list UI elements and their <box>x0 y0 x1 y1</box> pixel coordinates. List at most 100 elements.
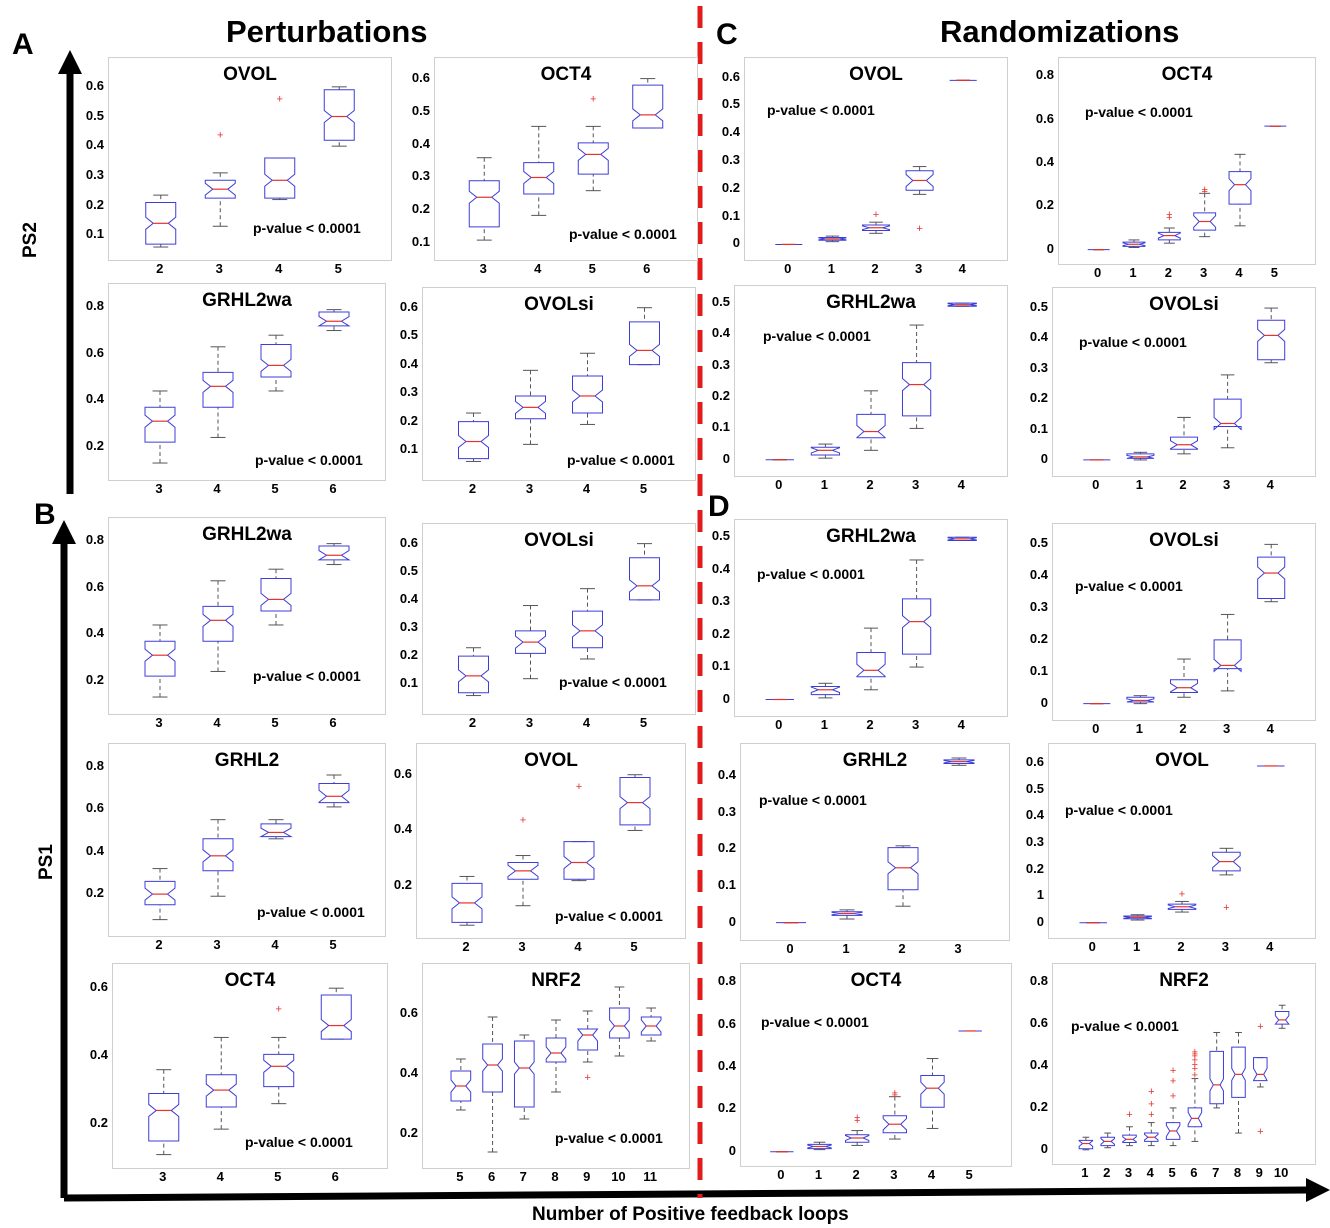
y-tick-label: 0.2 <box>1029 630 1048 646</box>
chart-title: GRHL2wa <box>826 292 916 313</box>
box-body <box>320 994 352 1040</box>
y-tick-label: 0.3 <box>411 168 430 184</box>
box-4 <box>202 580 234 672</box>
chart-title: OVOL <box>223 64 277 85</box>
chart-panel-c-oct4: OCT4 p-value < 0.0001 + + + + <box>1058 57 1316 265</box>
box-body <box>202 838 234 872</box>
boxplot-area <box>458 543 660 697</box>
box-3 <box>144 390 176 464</box>
section-letter-c: C <box>716 18 738 51</box>
chart-title: OCT4 <box>224 970 276 991</box>
y-tick-label: 0.2 <box>85 885 104 901</box>
x-tick-label: 5 <box>639 715 648 730</box>
x-tick-label: 5 <box>274 1169 282 1184</box>
outlier-marker: + <box>1192 1055 1198 1067</box>
y-tick-label: 0.2 <box>711 388 730 404</box>
box-body <box>450 1070 472 1102</box>
p-value-label: p-value < 0.0001 <box>555 1130 663 1146</box>
y-tick-label: 0.2 <box>721 179 740 195</box>
box-body <box>1231 1046 1246 1098</box>
box-2 <box>856 390 886 451</box>
y-tick-label: 0 <box>722 450 730 466</box>
box-body <box>1257 319 1286 361</box>
x-tick-label: 4 <box>1266 721 1274 736</box>
box-body <box>1126 453 1155 459</box>
outlier-marker: + <box>1201 184 1207 196</box>
box-10 <box>1274 1004 1290 1029</box>
box-body <box>545 1037 567 1063</box>
x-tick-label: 3 <box>1124 1165 1133 1180</box>
box-3 <box>148 1069 180 1156</box>
x-tick-label: 4 <box>927 1167 936 1182</box>
box-1 <box>1126 451 1155 461</box>
y-tick-label: 0.1 <box>1029 662 1048 678</box>
box-body <box>629 557 660 601</box>
box-body <box>1193 212 1217 231</box>
outlier-marker: + <box>1170 1065 1176 1077</box>
box-4 <box>1228 153 1252 227</box>
outlier-marker: + <box>1166 209 1172 221</box>
x-tick-label: 2 <box>1179 477 1187 492</box>
y-tick-label: 0.5 <box>399 327 418 343</box>
box-body <box>1274 1011 1290 1025</box>
outlier-marker: + <box>1170 1090 1176 1102</box>
box-3: ++ <box>1193 184 1217 238</box>
boxplot-area: + +++ +++ +++++++++ <box>1078 1004 1290 1151</box>
box-4 <box>947 302 977 307</box>
y-tick-label: 0.3 <box>399 619 418 635</box>
p-value-label: p-value < 0.0001 <box>253 220 361 236</box>
box-body <box>202 605 234 642</box>
box-3 <box>202 819 234 897</box>
outlier-marker: + <box>1223 902 1229 914</box>
y-tick-label: 0.6 <box>85 800 104 816</box>
x-tick-label: 8 <box>551 1169 559 1184</box>
outlier-marker: + <box>892 1087 898 1099</box>
outlier-marker: + <box>1170 1076 1176 1088</box>
x-tick-label: 3 <box>911 477 920 492</box>
x-tick-label: 2 <box>1179 721 1187 736</box>
y-tick-label: 0.5 <box>1025 780 1044 796</box>
x-tick-label: 5 <box>639 481 648 496</box>
box-3 <box>1213 613 1242 692</box>
box-3: + <box>905 166 934 235</box>
box-2 <box>458 412 489 462</box>
x-tick-label: 3 <box>525 481 534 496</box>
y-tick-label: 0.3 <box>717 803 736 819</box>
box-3: ++ <box>882 1087 908 1140</box>
x-tick-label: 2 <box>462 939 470 954</box>
box-body <box>1078 1139 1094 1150</box>
y-tick-label: 0.4 <box>399 355 418 371</box>
box-body <box>1123 915 1152 920</box>
box-body <box>1100 1136 1115 1147</box>
y-tick-label: 0.3 <box>1029 599 1048 615</box>
x-tick-label: 3 <box>518 939 526 954</box>
box-3: + <box>507 814 539 907</box>
y-tick-label: 0.5 <box>1029 299 1048 315</box>
box-6 <box>482 1016 503 1153</box>
outlier-marker: + <box>590 93 596 105</box>
x-tick-label: 8 <box>1233 1165 1242 1180</box>
boxplot-area: + <box>468 78 664 241</box>
x-tick-label: 3 <box>479 261 487 276</box>
y-tick-label: 0.5 <box>399 562 418 578</box>
y-tick-label: 0 <box>1046 240 1054 256</box>
p-value-label: p-value < 0.0001 <box>245 1134 353 1150</box>
x-tick-label: 2 <box>468 481 477 496</box>
box-1 <box>1126 695 1155 705</box>
y-tick-label: 0.3 <box>721 152 740 167</box>
y-tick-label: 0.4 <box>1025 807 1044 823</box>
y-tick-label: 0.3 <box>1029 359 1048 375</box>
y-tick-label: 0.4 <box>1029 1057 1048 1072</box>
y-tick-label: 0.4 <box>89 1047 108 1063</box>
y-tick-label: 0.8 <box>717 973 736 989</box>
p-value-label: p-value < 0.0001 <box>1075 578 1183 594</box>
y-tick-label: 0 <box>728 1142 736 1158</box>
y-tick-label: 0.4 <box>1029 329 1048 345</box>
x-tick-label: 7 <box>519 1169 527 1184</box>
boxplot-area: ++++ <box>1087 125 1287 251</box>
y-tick-label: 0.4 <box>721 124 740 140</box>
y-tick-label: 0.8 <box>85 757 104 773</box>
chart-title: OVOL <box>849 64 903 85</box>
outlier-marker: + <box>276 1004 282 1016</box>
box-5 <box>260 568 292 626</box>
